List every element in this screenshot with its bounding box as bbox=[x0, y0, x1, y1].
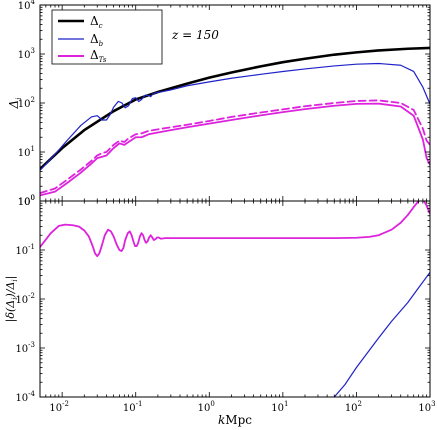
top-ytick-label-base-0: 10 bbox=[18, 197, 31, 208]
top-y-axis-title: Δi bbox=[7, 98, 23, 110]
top-ytick-label-1: 101 bbox=[18, 145, 35, 159]
bottom-ytick-label-0: 10-4 bbox=[15, 390, 35, 404]
bottom-ytick-label-base-4: 10 bbox=[18, 197, 31, 208]
top-series-1 bbox=[40, 62, 430, 172]
legend-sub-0: c bbox=[99, 22, 103, 30]
top-ytick-label-base-3: 10 bbox=[18, 50, 31, 61]
xtick-label-2: 100 bbox=[198, 400, 215, 414]
bottom-series-0 bbox=[40, 201, 430, 258]
bottom-series-1 bbox=[333, 271, 430, 397]
xtick-label-exp-1: -1 bbox=[136, 400, 143, 408]
legend-sub-2: Ts bbox=[99, 56, 107, 64]
top-ytick-label-4: 104 bbox=[18, 0, 36, 12]
xtick-label-exp-4: 2 bbox=[358, 400, 362, 408]
x-axis-k: k bbox=[218, 413, 225, 427]
xtick-label-exp-2: 0 bbox=[210, 400, 214, 408]
top-ytick-label-exp-0: 0 bbox=[31, 194, 35, 202]
xtick-label-exp-5: 3 bbox=[431, 400, 435, 408]
bottom-ytick-label-exp-4: 0 bbox=[31, 194, 35, 202]
bottom-ytick-label-exp-0: -4 bbox=[28, 390, 35, 398]
xtick-label-base-3: 10 bbox=[271, 403, 284, 414]
top-ytick-label-exp-2: 2 bbox=[31, 96, 35, 104]
bottom-y-axis-mid: )/Δ bbox=[4, 282, 17, 299]
xtick-label-base-5: 10 bbox=[418, 403, 431, 414]
bottom-y-axis-title: |δ(Δi)/Δi| bbox=[4, 276, 19, 323]
xtick-label-exp-0: -2 bbox=[62, 400, 69, 408]
xtick-label-3: 101 bbox=[271, 400, 288, 414]
top-ytick-label-base-2: 10 bbox=[18, 99, 31, 110]
xtick-label-base-0: 10 bbox=[49, 403, 62, 414]
bottom-ytick-label-4: 100 bbox=[18, 194, 35, 208]
legend: Δc Δb ΔTs bbox=[51, 9, 163, 65]
x-axis-title: kMpc bbox=[218, 413, 252, 427]
top-ytick-label-exp-4: 4 bbox=[31, 0, 36, 6]
bottom-ytick-label-base-1: 10 bbox=[15, 344, 28, 355]
top-ytick-label-3: 103 bbox=[18, 47, 35, 61]
redshift-annotation: z = 150 bbox=[171, 28, 219, 42]
xtick-label-0: 10-2 bbox=[49, 400, 69, 414]
bottom-y-axis-sub-2: i bbox=[11, 279, 19, 281]
bottom-y-axis-end: | bbox=[4, 276, 18, 280]
top-ytick-label-0: 100 bbox=[18, 194, 35, 208]
top-series-3 bbox=[40, 99, 430, 194]
x-axis-unit: Mpc bbox=[225, 413, 252, 427]
bottom-ytick-label-base-0: 10 bbox=[15, 393, 28, 404]
legend-sub-1: b bbox=[99, 40, 104, 48]
bottom-ytick-label-1: 10-3 bbox=[15, 341, 35, 355]
top-y-axis-sub: i bbox=[15, 98, 23, 100]
bottom-ytick-label-3: 10-1 bbox=[15, 243, 35, 257]
top-ytick-label-exp-1: 1 bbox=[31, 145, 35, 153]
xtick-label-base-4: 10 bbox=[345, 403, 358, 414]
xtick-label-base-2: 10 bbox=[198, 403, 211, 414]
top-panel-lines bbox=[40, 46, 430, 197]
bottom-panel-frame bbox=[39, 200, 431, 398]
xtick-label-1: 10-1 bbox=[123, 400, 143, 414]
top-ytick-label-exp-3: 3 bbox=[31, 47, 35, 55]
top-ytick-label-base-4: 10 bbox=[18, 1, 31, 12]
bottom-y-axis-sub: i bbox=[11, 298, 19, 300]
bottom-ytick-label-exp-2: -2 bbox=[28, 292, 35, 300]
bottom-ytick-label-base-2: 10 bbox=[15, 295, 28, 306]
xtick-label-exp-3: 1 bbox=[284, 400, 288, 408]
xtick-label-4: 102 bbox=[345, 400, 362, 414]
bottom-ytick-label-base-3: 10 bbox=[15, 246, 28, 257]
top-series-0 bbox=[40, 46, 430, 171]
xtick-label-5: 103 bbox=[418, 400, 435, 414]
top-ytick-label-2: 102 bbox=[18, 96, 35, 110]
bottom-ytick-label-exp-3: -1 bbox=[28, 243, 35, 251]
bottom-ytick-label-exp-1: -3 bbox=[28, 341, 35, 349]
bottom-panel-lines bbox=[40, 201, 430, 397]
top-ytick-label-base-1: 10 bbox=[18, 148, 31, 159]
bottom-ytick-label-2: 10-2 bbox=[15, 292, 35, 306]
xtick-label-base-1: 10 bbox=[123, 403, 136, 414]
top-series-2 bbox=[40, 102, 430, 197]
